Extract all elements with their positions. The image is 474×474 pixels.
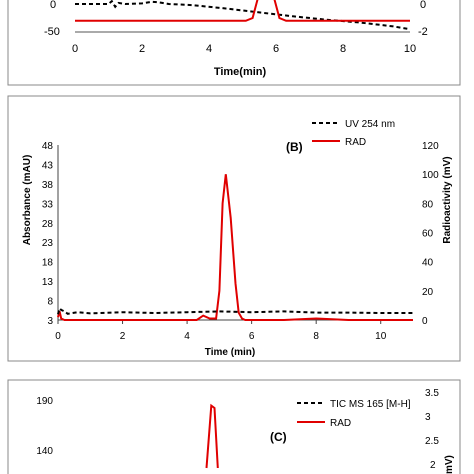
panel-b-y-label: Absorbance (mAU) bbox=[22, 155, 33, 246]
panel-a-y2-tick-1: -2 bbox=[418, 26, 428, 38]
legend-rad-label: RAD bbox=[345, 137, 366, 148]
legend-tic-label: TIC MS 165 [M-H] bbox=[330, 399, 411, 410]
panel-b-uv-line bbox=[57, 306, 413, 315]
panel-c-y2-tick-0: 3.5 bbox=[425, 388, 439, 399]
panel-b-y-tick-9: 48 bbox=[42, 141, 54, 152]
panel-b-y2-tick-1: 20 bbox=[422, 287, 434, 298]
panel-b-y2-tick-5: 100 bbox=[422, 170, 439, 181]
legend-rad-label-c: RAD bbox=[330, 418, 351, 429]
panel-b-y2-tick-6: 120 bbox=[422, 141, 439, 152]
panel-a-x-tick-5: 10 bbox=[404, 43, 416, 55]
panel-b-rad-line bbox=[57, 174, 413, 321]
panel-a-y-tick-0: 0 bbox=[50, 0, 56, 11]
panel-b-x-tick-1: 2 bbox=[120, 331, 126, 342]
panel-b-y-tick-3: 18 bbox=[42, 258, 54, 269]
panel-a-x-label: Time(min) bbox=[214, 66, 267, 78]
panel-b-y2-tick-3: 60 bbox=[422, 229, 434, 240]
panel-b-y2-tick-2: 40 bbox=[422, 258, 434, 269]
panel-c-legend: TIC MS 165 [M-H] RAD bbox=[297, 399, 411, 429]
panel-c-y2-tick-2: 2.5 bbox=[425, 436, 439, 447]
panel-a: 0 -50 0 -2 0 2 4 6 8 10 Time(min) bbox=[7, 0, 461, 86]
panel-c-rad-line bbox=[205, 403, 219, 469]
panel-a-y-tick-1: -50 bbox=[44, 26, 60, 38]
panel-c-label: (C) bbox=[270, 430, 287, 444]
panel-b-frame bbox=[7, 95, 461, 362]
panel-b-x-tick-5: 10 bbox=[375, 331, 387, 342]
panel-a-x-tick-4: 8 bbox=[340, 43, 346, 55]
panel-b-x-tick-3: 6 bbox=[249, 331, 255, 342]
panel-b-y2-tick-0: 0 bbox=[422, 316, 428, 327]
panel-b-y-tick-0: 3 bbox=[47, 316, 53, 327]
panel-a-rad-line bbox=[75, 0, 410, 22]
panel-c-y-tick-1: 140 bbox=[36, 446, 53, 457]
panel-b-y2-tick-4: 80 bbox=[422, 199, 434, 210]
panel-a-x-tick-0: 0 bbox=[72, 43, 78, 55]
panel-c-y2-tick-1: 3 bbox=[425, 412, 431, 423]
panel-a-x-tick-1: 2 bbox=[139, 43, 145, 55]
panel-b-y-tick-8: 43 bbox=[42, 160, 54, 171]
panel-a-frame bbox=[7, 0, 461, 86]
panel-a-uv-line bbox=[75, 0, 411, 31]
panel-b-y-tick-1: 8 bbox=[47, 297, 53, 308]
panel-b-y-tick-7: 38 bbox=[42, 180, 54, 191]
panel-b-y2-label: Radioactivity (mV) bbox=[442, 156, 453, 243]
panel-b-x-tick-4: 8 bbox=[313, 331, 319, 342]
legend-uv-label: UV 254 nm bbox=[345, 119, 395, 130]
panel-b-x-label: Time (min) bbox=[205, 347, 255, 358]
panel-c: 190 140 3.5 3 2.5 2 mV) (C) TIC MS 165 [… bbox=[7, 379, 461, 474]
panel-c-frame bbox=[7, 379, 461, 474]
panel-b-y-tick-4: 23 bbox=[42, 238, 54, 249]
panel-c-y2-tick-3: 2 bbox=[430, 460, 436, 471]
panel-b-legend: UV 254 nm RAD bbox=[312, 119, 395, 148]
panel-b-y-tick-5: 28 bbox=[42, 219, 54, 230]
panel-c-y2-label-fragment: mV) bbox=[444, 455, 455, 474]
panel-b-label: (B) bbox=[286, 140, 303, 154]
panel-b-y-tick-6: 33 bbox=[42, 199, 54, 210]
panel-b-x-tick-0: 0 bbox=[55, 331, 61, 342]
panel-a-x-tick-3: 6 bbox=[273, 43, 279, 55]
panel-c-y-tick-0: 190 bbox=[36, 396, 53, 407]
panel-b-x-tick-2: 4 bbox=[184, 331, 190, 342]
panel-b-y-tick-2: 13 bbox=[42, 277, 54, 288]
panel-a-x-tick-2: 4 bbox=[206, 43, 212, 55]
panel-a-y2-tick-0: 0 bbox=[420, 0, 426, 11]
